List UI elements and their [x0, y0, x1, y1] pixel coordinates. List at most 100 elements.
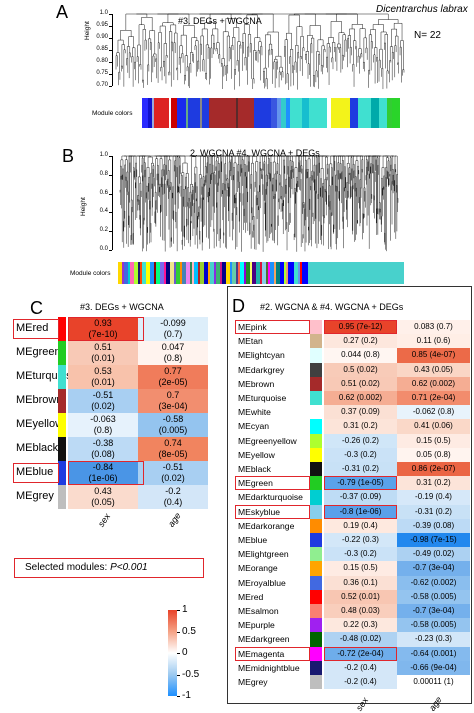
- panel-b-branch: [334, 161, 335, 229]
- panel-a-branch: [169, 72, 170, 75]
- panel-d-cell-highlight: [324, 320, 397, 334]
- panel-b-branch: [150, 223, 151, 242]
- panel-d-row-label: MEblack: [238, 464, 271, 474]
- panel-a-branch: [373, 25, 384, 32]
- panel-b-branch: [183, 189, 184, 226]
- panel-a-branch: [332, 42, 335, 57]
- panel-a-branch: [308, 64, 309, 79]
- panel-d-module-swatch: [310, 618, 322, 632]
- panel-c-cell-value: -0.2: [138, 486, 208, 497]
- panel-a-branch: [244, 25, 249, 35]
- panel-d-cell: 0.19 (0.4): [324, 519, 397, 533]
- panel-b-branch: [306, 169, 307, 242]
- panel-b-branch: [136, 170, 137, 218]
- panel-b-branch: [190, 202, 191, 247]
- panel-a-branch: [195, 46, 196, 77]
- panel-d-cell-value: -0.37 (0.09): [324, 491, 397, 503]
- panel-d-cell-highlight: [324, 476, 397, 490]
- panel-b-branch: [205, 180, 206, 225]
- panel-a-branch: [282, 72, 283, 81]
- panel-b-branch: [333, 225, 334, 234]
- panel-c-cell: -0.38(0.08): [68, 437, 138, 461]
- panel-a-branch: [392, 29, 397, 47]
- panel-d-cell-value: 0.62 (0.002): [397, 378, 470, 390]
- panel-b-branch: [141, 191, 142, 235]
- panel-b-branch: [345, 177, 346, 198]
- legend-tick-mark: [177, 675, 180, 676]
- panel-b-branch: [130, 163, 131, 203]
- panel-b-branch: [370, 167, 371, 206]
- panel-b-branch: [147, 227, 148, 244]
- panel-d-cell-value: -0.98 (7e-15): [397, 534, 470, 546]
- panel-c-cell-pvalue: (0.7): [138, 329, 208, 340]
- panel-b-branch: [391, 165, 392, 191]
- panel-b-branch: [298, 163, 299, 187]
- panel-c-row-label: MEblack: [16, 442, 58, 454]
- panel-b-branch: [346, 200, 347, 219]
- panel-a-branch: [211, 48, 212, 79]
- panelA-tick-label: 0.95: [86, 22, 108, 28]
- panel-a-branch: [180, 46, 183, 58]
- panel-b-branch: [157, 156, 161, 159]
- panel-d-module-swatch: [310, 647, 322, 661]
- panel-b-branch: [134, 171, 135, 180]
- panel-a-branch: [213, 43, 214, 54]
- panel-d-cell: 0.85 (4e-07): [397, 348, 470, 362]
- panel-b-branch: [289, 177, 290, 232]
- panel-b-branch: [135, 183, 136, 220]
- panel-d-cell: -0.48 (0.02): [324, 632, 397, 646]
- panel-a-branch: [263, 71, 264, 88]
- panel-b-branch: [233, 175, 234, 229]
- panel-a-branch: [253, 50, 256, 78]
- panel-b-branch: [181, 186, 182, 232]
- panel-a-branch: [368, 70, 369, 88]
- panel-b-branch: [170, 183, 171, 238]
- panel-a-branch: [238, 42, 241, 61]
- panel-b-branch: [295, 192, 296, 237]
- panel-c-cell: 0.7(3e-04): [138, 389, 208, 413]
- legend-tick-label: -0.5: [182, 669, 199, 680]
- panel-a-branch: [140, 64, 141, 69]
- panel-b-branch: [297, 181, 298, 192]
- panel-a-branch: [400, 47, 401, 82]
- panel-d-cell: -0.7 (3e-04): [397, 604, 470, 618]
- panel-a-branch: [347, 38, 348, 67]
- panel-c-module-swatch: [58, 437, 66, 461]
- panel-d-cell-value: 0.31 (0.2): [324, 420, 397, 432]
- panel-d-row-label: MEdarkgreen: [238, 634, 290, 644]
- panel-d-cell: 0.31 (0.2): [397, 476, 470, 490]
- panel-a-branch: [397, 63, 398, 74]
- panel-b-branch: [199, 231, 200, 244]
- panel-a-branch: [158, 43, 159, 83]
- panel-b-branch: [266, 189, 267, 236]
- panel-d-row-label-highlight: [235, 647, 310, 661]
- panel-b-branch: [355, 183, 356, 240]
- panel-a-branch: [232, 45, 233, 79]
- panel-a-branch: [290, 57, 291, 87]
- panel-b-branch: [235, 198, 236, 249]
- panel-b-branch: [267, 182, 268, 242]
- panel-d-cell: 0.43 (0.05): [397, 363, 470, 377]
- panel-a-color-segment: [254, 98, 271, 128]
- panel-d-row-label-highlight: [235, 505, 310, 519]
- panel-a-branch: [200, 44, 201, 72]
- panel-a-branch: [171, 25, 176, 33]
- panel-b-branch: [193, 190, 194, 236]
- panel-d-cell: 0.62 (0.002): [324, 391, 397, 405]
- panel-d-cell: -0.3 (0.2): [324, 448, 397, 462]
- panel-d-cell: -0.31 (0.2): [324, 462, 397, 476]
- panel-b-branch: [158, 174, 159, 196]
- selected-modules-text: Selected modules:: [25, 562, 110, 573]
- panel-b-branch: [379, 209, 380, 220]
- panel-d-cell: 0.31 (0.2): [324, 419, 397, 433]
- panel-d-cell-value: -0.31 (0.2): [397, 506, 470, 518]
- legend-tick-mark: [177, 632, 180, 633]
- panel-a-branch: [176, 68, 177, 80]
- panel-b-branch: [221, 162, 222, 197]
- panel-b-branch: [323, 215, 324, 245]
- panel-a-branch: [119, 72, 120, 85]
- panel-a-branch: [261, 46, 262, 80]
- panel-a-branch: [305, 54, 306, 63]
- panel-b-branch: [215, 175, 216, 213]
- panel-b-branch: [146, 193, 147, 252]
